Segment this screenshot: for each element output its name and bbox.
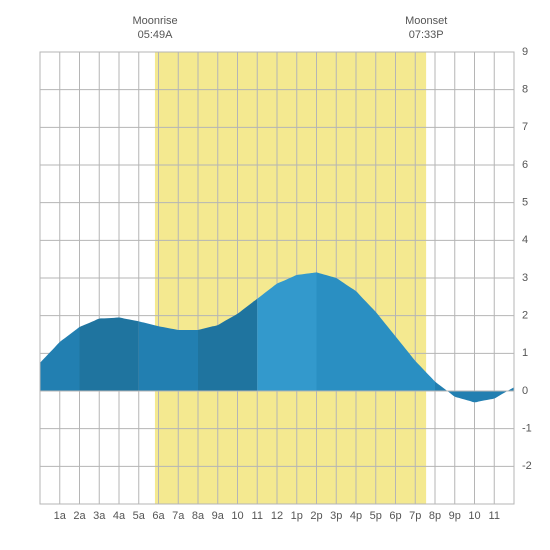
x-tick-label: 5p [370, 510, 382, 522]
x-tick-label: 7a [172, 510, 185, 522]
y-tick-label: -1 [522, 423, 532, 435]
x-tick-label: 5a [133, 510, 146, 522]
y-tick-label: 4 [522, 234, 528, 246]
chart-svg: -2-101234567891a2a3a4a5a6a7a8a9a1011121p… [10, 10, 540, 540]
x-tick-label: 3a [93, 510, 106, 522]
y-tick-label: 5 [522, 197, 528, 209]
x-tick-label: 11 [252, 510, 263, 522]
y-tick-label: 6 [522, 159, 528, 171]
moonset-text: Moonset [405, 15, 447, 27]
x-tick-label: 10 [231, 510, 243, 522]
x-tick-label: 9p [449, 510, 461, 522]
y-tick-label: -2 [522, 460, 532, 472]
x-tick-label: 6p [389, 510, 401, 522]
moonrise-label: Moonrise 05:49A [132, 14, 177, 43]
moonrise-time: 05:49A [138, 29, 173, 41]
y-tick-label: 0 [522, 385, 528, 397]
tide-segment [139, 321, 198, 391]
y-tick-label: 7 [522, 121, 528, 133]
tide-chart: Moonrise 05:49A Moonset 07:33P -2-101234… [10, 10, 540, 540]
x-tick-label: 9a [212, 510, 225, 522]
x-tick-label: 7p [409, 510, 421, 522]
moonrise-text: Moonrise [132, 15, 177, 27]
x-tick-label: 6a [152, 510, 165, 522]
x-tick-label: 8a [192, 510, 205, 522]
y-tick-label: 9 [522, 46, 528, 58]
x-tick-label: 3p [330, 510, 342, 522]
y-tick-label: 8 [522, 84, 528, 96]
tide-segment [80, 318, 139, 391]
x-tick-label: 12 [271, 510, 283, 522]
x-tick-label: 10 [468, 510, 480, 522]
x-tick-label: 4p [350, 510, 362, 522]
y-tick-label: 1 [522, 347, 528, 359]
x-tick-label: 2a [73, 510, 86, 522]
y-tick-label: 3 [522, 272, 528, 284]
x-tick-label: 1p [291, 510, 303, 522]
moonset-time: 07:33P [409, 29, 444, 41]
x-tick-label: 1a [54, 510, 67, 522]
x-tick-label: 8p [429, 510, 441, 522]
x-tick-label: 11 [489, 510, 500, 522]
x-tick-label: 2p [310, 510, 322, 522]
moonset-label: Moonset 07:33P [405, 14, 447, 43]
y-tick-label: 2 [522, 310, 528, 322]
x-tick-label: 4a [113, 510, 126, 522]
